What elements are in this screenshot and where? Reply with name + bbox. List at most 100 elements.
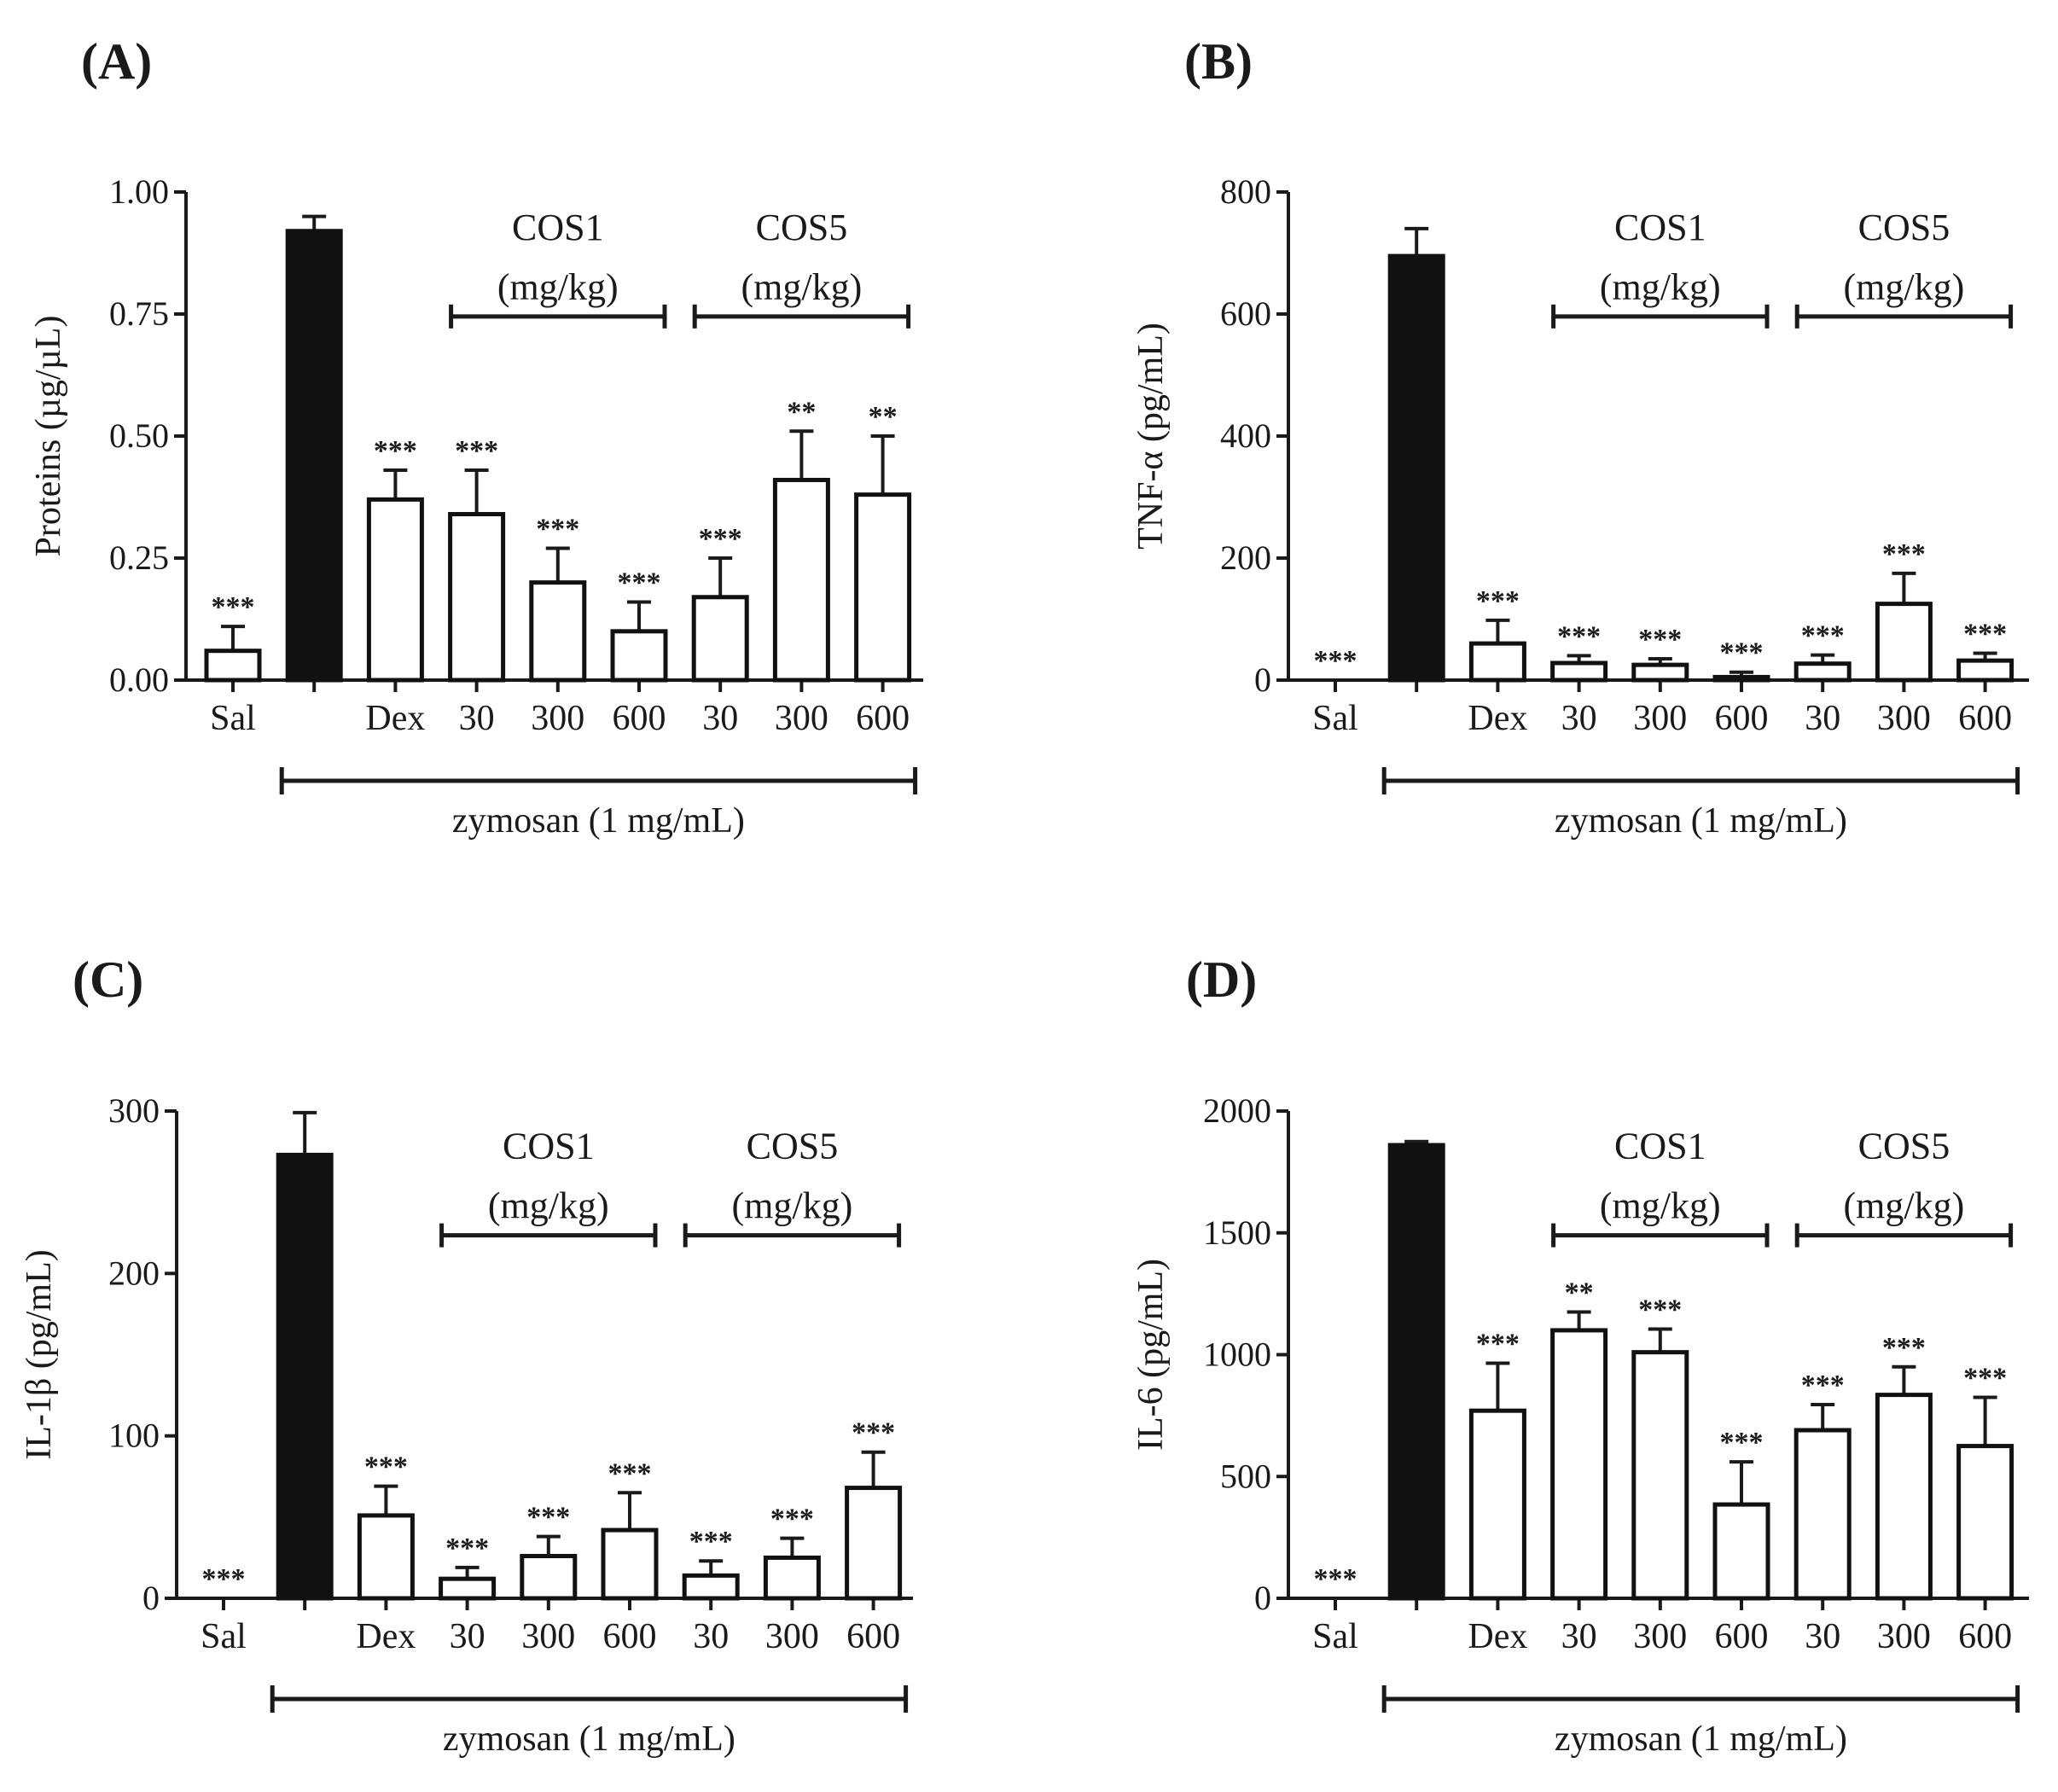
bar bbox=[204, 649, 262, 683]
bar bbox=[691, 595, 749, 683]
bar bbox=[1712, 674, 1770, 683]
y-tick-label: 1.00 bbox=[109, 172, 169, 211]
x-tick-label: 30 bbox=[1805, 699, 1840, 738]
group-label-name: COS5 bbox=[1858, 1126, 1950, 1167]
significance-label: *** bbox=[1720, 637, 1764, 669]
significance-label: *** bbox=[699, 523, 742, 555]
significance-label: *** bbox=[1638, 1295, 1682, 1326]
x-tick-label: 600 bbox=[856, 699, 910, 738]
significance-label: *** bbox=[1720, 1427, 1764, 1458]
x-tick-label: 600 bbox=[603, 1617, 657, 1656]
significance-label: *** bbox=[689, 1526, 733, 1557]
bar bbox=[1468, 1408, 1526, 1601]
bar bbox=[285, 229, 343, 683]
x-tick-label: 300 bbox=[1633, 1617, 1687, 1656]
x-tick-label: 30 bbox=[459, 699, 495, 738]
x-tick-label: 30 bbox=[1561, 699, 1597, 738]
y-tick-label: 0.50 bbox=[109, 416, 169, 455]
x-axis-title: zymosan (1 mg/mL) bbox=[1555, 1719, 1847, 1759]
significance-label: *** bbox=[1638, 624, 1682, 655]
group-label-unit: (mg/kg) bbox=[1844, 1185, 1965, 1227]
y-tick-label: 0 bbox=[1254, 660, 1271, 699]
x-tick-label: 600 bbox=[1715, 699, 1769, 738]
chart-panel-b: (B) 0 200 400 600 800 TNF-α (pg/mL) *** Sal *** De… bbox=[1131, 33, 2029, 841]
significance-label: *** bbox=[455, 435, 498, 467]
x-tick-label: 30 bbox=[1805, 1617, 1840, 1656]
x-tick-label: Dex bbox=[1468, 1617, 1527, 1656]
y-tick-label: 0.25 bbox=[109, 538, 169, 577]
significance-label: ** bbox=[1565, 1277, 1594, 1309]
x-tick-label: Sal bbox=[1312, 1617, 1358, 1656]
bar bbox=[1550, 660, 1608, 683]
y-axis-title: TNF-α (pg/mL) bbox=[1131, 323, 1171, 550]
y-tick-label: 2000 bbox=[1203, 1091, 1271, 1130]
x-tick-label: Sal bbox=[1312, 699, 1358, 738]
significance-label: *** bbox=[1476, 585, 1520, 617]
bar bbox=[1875, 1393, 1933, 1601]
bar bbox=[1631, 662, 1689, 683]
bar bbox=[1468, 641, 1526, 683]
y-tick-label: 600 bbox=[1220, 294, 1271, 333]
bar bbox=[845, 1486, 903, 1601]
bar bbox=[1956, 1444, 2014, 1601]
bar bbox=[276, 1152, 334, 1601]
panel-letter: (C) bbox=[73, 951, 143, 1008]
bar bbox=[1875, 602, 1933, 683]
group-label-name: COS5 bbox=[747, 1126, 839, 1167]
y-tick-label: 1000 bbox=[1203, 1335, 1271, 1374]
significance-label: *** bbox=[1882, 538, 1926, 570]
bar bbox=[682, 1573, 740, 1601]
group-label-name: COS5 bbox=[756, 207, 848, 248]
x-tick-label: Dex bbox=[1468, 699, 1527, 738]
y-axis-title: IL-6 (pg/mL) bbox=[1131, 1259, 1171, 1451]
group-label-unit: (mg/kg) bbox=[732, 1185, 853, 1227]
group-label-name: COS1 bbox=[503, 1126, 595, 1167]
bar bbox=[1550, 1328, 1608, 1601]
bar bbox=[357, 1513, 415, 1601]
x-tick-label: 600 bbox=[1715, 1617, 1769, 1656]
x-axis-title: zymosan (1 mg/mL) bbox=[443, 1719, 735, 1759]
chart-panel-a: (A) 0.00 0.25 0.50 0.75 1.00 Proteins (µg/µL) *… bbox=[29, 33, 923, 841]
bar bbox=[1793, 661, 1852, 683]
x-tick-label: 600 bbox=[613, 699, 666, 738]
significance-label: *** bbox=[1801, 620, 1845, 652]
bar bbox=[854, 492, 912, 683]
significance-label: ** bbox=[869, 401, 898, 433]
bar bbox=[529, 580, 587, 683]
y-tick-label: 0.00 bbox=[109, 660, 169, 699]
significance-label: *** bbox=[364, 1452, 408, 1483]
significance-label: *** bbox=[202, 1563, 246, 1595]
x-tick-label: 30 bbox=[450, 1617, 485, 1656]
group-label-unit: (mg/kg) bbox=[1844, 266, 1965, 308]
x-tick-label: Sal bbox=[201, 1617, 247, 1656]
group-label-name: COS1 bbox=[1614, 1126, 1706, 1167]
significance-label: *** bbox=[1963, 1362, 2007, 1393]
x-tick-label: 300 bbox=[1633, 699, 1687, 738]
x-tick-label: 300 bbox=[765, 1617, 819, 1656]
x-tick-label: 300 bbox=[521, 1617, 575, 1656]
x-tick-label: 300 bbox=[1877, 1617, 1931, 1656]
group-label-unit: (mg/kg) bbox=[1600, 266, 1721, 308]
y-tick-label: 100 bbox=[108, 1417, 160, 1455]
significance-label: *** bbox=[1314, 1563, 1357, 1595]
bar bbox=[1956, 658, 2014, 683]
group-label-name: COS1 bbox=[1614, 207, 1706, 248]
bar bbox=[448, 512, 506, 683]
chart-panel-c: (C) 0 100 200 300 IL-1β (pg/mL) *** Sal *** Dex **… bbox=[20, 951, 913, 1759]
panel-letter: (B) bbox=[1184, 33, 1253, 90]
bar bbox=[1712, 1502, 1770, 1601]
y-tick-label: 400 bbox=[1220, 416, 1271, 455]
bar bbox=[1793, 1428, 1852, 1601]
x-tick-label: 30 bbox=[702, 699, 738, 738]
x-tick-label: 30 bbox=[693, 1617, 729, 1656]
y-tick-label: 1500 bbox=[1203, 1213, 1271, 1252]
bar bbox=[520, 1554, 578, 1601]
group-label-unit: (mg/kg) bbox=[488, 1185, 609, 1227]
y-tick-label: 0 bbox=[142, 1579, 160, 1617]
group-label-unit: (mg/kg) bbox=[741, 266, 863, 308]
x-tick-label: Dex bbox=[356, 1617, 416, 1656]
significance-label: *** bbox=[1801, 1370, 1845, 1401]
significance-label: *** bbox=[1963, 619, 2007, 650]
panel-letter: (D) bbox=[1186, 951, 1257, 1008]
